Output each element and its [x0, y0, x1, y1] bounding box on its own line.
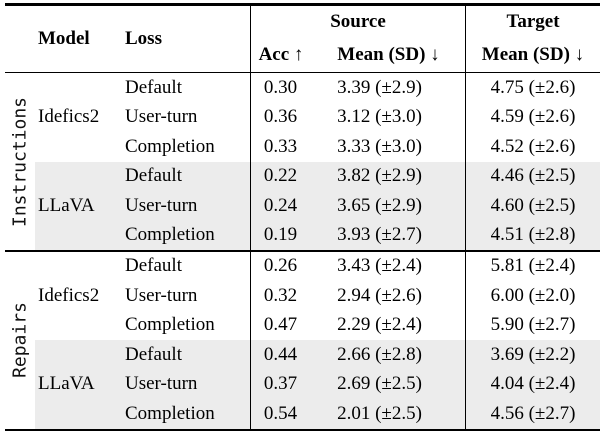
top-rule [5, 3, 600, 6]
header-gutter [5, 6, 35, 72]
target-mean-cell: 5.81 (±2.4) [465, 251, 600, 282]
acc-cell: 0.36 [250, 102, 310, 133]
loss-cell: Completion [125, 224, 215, 246]
target-mean-cell: 5.90 (±2.7) [465, 310, 600, 341]
table-row: Completion 0.33 3.33 (±3.0) 4.52 (±2.6) [122, 132, 600, 162]
table-row: Default 0.26 3.43 (±2.4) 5.81 (±2.4) [122, 251, 600, 282]
header-acc: Acc ↑ [258, 44, 304, 65]
target-mean-cell: 3.69 (±2.2) [465, 340, 600, 370]
target-mean-cell: 4.75 (±2.6) [465, 73, 600, 103]
source-mean-cell: 3.43 (±2.4) [337, 255, 422, 277]
model-block-llava: LLaVA Default 0.44 2.66 (±2.8) 3.69 (±2.… [35, 340, 600, 429]
source-mean-cell: 2.29 (±2.4) [337, 314, 422, 336]
target-mean-cell: 4.46 (±2.5) [465, 161, 600, 192]
loss-cell: Completion [125, 314, 215, 336]
source-mean-cell: 2.94 (±2.6) [337, 284, 422, 306]
target-mean-cell: 4.51 (±2.8) [465, 220, 600, 251]
loss-cell: Default [125, 343, 182, 365]
group-instructions: Instructions Idefics2 Default 0.30 3.39 … [5, 73, 600, 251]
source-mean-cell: 3.12 (±3.0) [337, 106, 422, 128]
target-mean-cell: 4.52 (±2.6) [465, 132, 600, 162]
acc-cell: 0.19 [250, 220, 310, 251]
acc-cell: 0.22 [250, 161, 310, 192]
model-block-idefics2: Idefics2 Default 0.30 3.39 (±2.9) 4.75 (… [35, 73, 600, 162]
bottom-rule [5, 428, 600, 432]
model-block-llava: LLaVA Default 0.22 3.82 (±2.9) 4.46 (±2.… [35, 161, 600, 251]
table-row: User-turn 0.24 3.65 (±2.9) 4.60 (±2.5) [122, 191, 600, 221]
table-row: User-turn 0.32 2.94 (±2.6) 6.00 (±2.0) [122, 281, 600, 311]
target-mean-cell: 4.56 (±2.7) [465, 399, 600, 429]
table-row: Completion 0.47 2.29 (±2.4) 5.90 (±2.7) [122, 310, 600, 341]
table-row: Default 0.30 3.39 (±2.9) 4.75 (±2.6) [122, 73, 600, 103]
target-mean-cell: 6.00 (±2.0) [465, 281, 600, 311]
group-label-instructions: Instructions [9, 96, 31, 227]
header-source-group: Source Acc ↑ Mean (SD) ↓ [250, 5, 465, 72]
model-name: LLaVA [38, 373, 95, 395]
acc-cell: 0.32 [250, 281, 310, 311]
loss-cell: Default [125, 255, 182, 277]
model-name: Idefics2 [38, 106, 100, 128]
loss-cell: Default [125, 76, 182, 98]
acc-cell: 0.26 [250, 251, 310, 282]
loss-cell: User-turn [125, 373, 198, 395]
table-row: User-turn 0.37 2.69 (±2.5) 4.04 (±2.4) [122, 369, 600, 400]
source-mean-cell: 2.69 (±2.5) [337, 373, 422, 395]
acc-cell: 0.37 [250, 369, 310, 400]
header-rule [5, 71, 600, 74]
source-mean-cell: 3.65 (±2.9) [337, 194, 422, 216]
model-name: LLaVA [38, 194, 95, 216]
source-mean-cell: 3.33 (±3.0) [337, 135, 422, 157]
mid-rule [5, 250, 600, 252]
acc-cell: 0.44 [250, 340, 310, 370]
target-mean-cell: 4.04 (±2.4) [465, 369, 600, 400]
loss-cell: Completion [125, 135, 215, 157]
model-name: Idefics2 [38, 284, 100, 306]
source-mean-cell: 2.66 (±2.8) [337, 343, 422, 365]
header-model: Model [38, 27, 90, 49]
group-label-repairs: Repairs [9, 302, 31, 379]
loss-cell: User-turn [125, 284, 198, 306]
target-mean-cell: 4.59 (±2.6) [465, 102, 600, 133]
header-source-mean: Mean (SD) ↓ [337, 44, 440, 65]
loss-cell: User-turn [125, 106, 198, 128]
acc-cell: 0.33 [250, 132, 310, 162]
header-loss: Loss [125, 27, 162, 49]
table-row: Completion 0.19 3.93 (±2.7) 4.51 (±2.8) [122, 220, 600, 251]
table-row: User-turn 0.36 3.12 (±3.0) 4.59 (±2.6) [122, 102, 600, 133]
table-row: Completion 0.54 2.01 (±2.5) 4.56 (±2.7) [122, 399, 600, 429]
group-repairs: Repairs Idefics2 Default 0.26 3.43 (±2.4… [5, 251, 600, 429]
model-block-idefics2: Idefics2 Default 0.26 3.43 (±2.4) 5.81 (… [35, 251, 600, 341]
loss-cell: Default [125, 165, 182, 187]
header-target-mean: Mean (SD) ↓ [481, 44, 585, 65]
acc-cell: 0.24 [250, 191, 310, 221]
table-row: Default 0.22 3.82 (±2.9) 4.46 (±2.5) [122, 161, 600, 192]
acc-cell: 0.54 [250, 399, 310, 429]
loss-cell: Completion [125, 402, 215, 424]
header-target: Target [506, 11, 560, 32]
header-target-group: Target Mean (SD) ↓ [465, 5, 600, 72]
table-row: Default 0.44 2.66 (±2.8) 3.69 (±2.2) [122, 340, 600, 370]
source-mean-cell: 3.82 (±2.9) [337, 165, 422, 187]
target-mean-cell: 4.60 (±2.5) [465, 191, 600, 221]
loss-cell: User-turn [125, 194, 198, 216]
acc-cell: 0.30 [250, 73, 310, 103]
table-header: Model Loss Source Acc ↑ Mean (SD) ↓ Targ… [5, 5, 600, 72]
source-mean-cell: 3.93 (±2.7) [337, 224, 422, 246]
source-mean-cell: 2.01 (±2.5) [337, 402, 422, 424]
header-source: Source [330, 11, 386, 32]
source-mean-cell: 3.39 (±2.9) [337, 76, 422, 98]
acc-cell: 0.47 [250, 310, 310, 341]
